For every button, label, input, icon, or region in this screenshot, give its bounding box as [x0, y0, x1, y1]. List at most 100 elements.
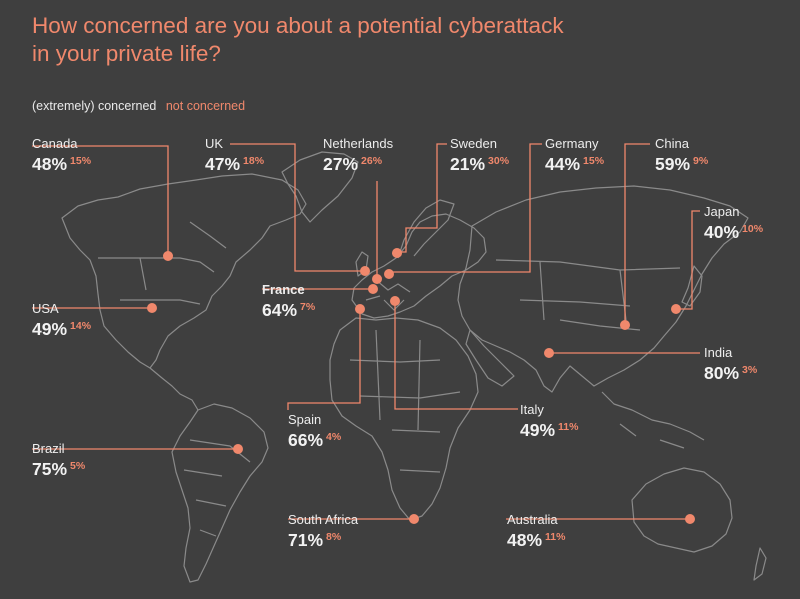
label-india: India 80% 3%	[704, 345, 757, 384]
country-name: Japan	[704, 204, 740, 219]
marker-france	[368, 284, 378, 294]
country-name: France	[262, 282, 305, 297]
asia-borders	[495, 259, 681, 331]
country-name: Australia	[507, 512, 558, 527]
leader-china	[624, 143, 650, 325]
label-uk: UK 47% 18%	[205, 136, 264, 175]
country-name: Canada	[32, 136, 78, 151]
marker-netherlands	[372, 274, 382, 284]
country-name: Germany	[545, 136, 599, 151]
concerned-value: 49%	[32, 319, 68, 339]
marker-germany	[384, 269, 394, 279]
label-netherlands: Netherlands 27% 26%	[323, 136, 393, 175]
marker-china	[620, 320, 630, 330]
marker-sweden	[392, 248, 402, 258]
leader-italy	[394, 301, 518, 410]
legend: (extremely) concerned not concerned	[32, 99, 245, 113]
not-concerned-value: 4%	[326, 431, 342, 443]
concerned-value: 48%	[32, 154, 68, 174]
country-name: South Africa	[288, 512, 359, 527]
canada-borders	[98, 221, 227, 305]
chart-title: How concerned are you about a potential …	[32, 12, 732, 68]
scandinavia-outline	[397, 199, 455, 259]
concerned-value: 21%	[450, 154, 486, 174]
label-usa: USA 49% 14%	[32, 301, 91, 340]
title-line-2: in your private life?	[32, 41, 221, 66]
country-name: Brazil	[32, 441, 65, 456]
legend-concerned: (extremely) concerned	[32, 99, 157, 113]
southeast-asia-outline	[601, 391, 705, 449]
north-america-outline	[61, 173, 307, 369]
not-concerned-value: 15%	[70, 155, 92, 167]
greenland-outline	[281, 151, 359, 223]
arabia-outline	[465, 329, 515, 387]
not-concerned-value: 5%	[70, 460, 86, 472]
not-concerned-value: 10%	[742, 223, 764, 235]
africa-borders	[349, 329, 461, 473]
marker-australia	[685, 514, 695, 524]
australia-outline	[631, 467, 733, 553]
concerned-value: 59%	[655, 154, 691, 174]
country-name: China	[655, 136, 689, 151]
label-china: China 59% 9%	[655, 136, 708, 175]
label-canada: Canada 48% 15%	[32, 136, 91, 175]
leader-canada	[32, 145, 169, 256]
legend-not-concerned: not concerned	[165, 99, 246, 113]
leader-lines	[32, 143, 700, 520]
concerned-value: 44%	[545, 154, 581, 174]
concerned-value: 47%	[205, 154, 241, 174]
not-concerned-value: 18%	[243, 155, 265, 167]
label-south-africa: South Africa 71% 8%	[288, 512, 358, 551]
country-name: Netherlands	[323, 136, 394, 151]
marker-usa	[147, 303, 157, 313]
concerned-value: 48%	[507, 530, 543, 550]
leader-germany	[389, 143, 542, 273]
not-concerned-value: 11%	[558, 421, 579, 433]
concerned-value: 64%	[262, 300, 298, 320]
not-concerned-value: 11%	[545, 531, 566, 543]
not-concerned-value: 14%	[70, 320, 92, 332]
concerned-value: 80%	[704, 363, 740, 383]
europe-outline	[351, 213, 487, 319]
marker-canada	[163, 251, 173, 261]
label-sweden: Sweden 21% 30%	[450, 136, 509, 175]
marker-uk	[360, 266, 370, 276]
not-concerned-value: 7%	[300, 301, 316, 313]
continent-outlines	[61, 151, 767, 583]
not-concerned-value: 15%	[583, 155, 605, 167]
country-markers	[147, 248, 695, 524]
new-zealand-outline	[753, 547, 767, 581]
concerned-value: 49%	[520, 420, 556, 440]
title-line-1: How concerned are you about a potential …	[32, 13, 564, 38]
concerned-value: 40%	[704, 222, 740, 242]
marker-south-africa	[409, 514, 419, 524]
not-concerned-value: 8%	[326, 531, 342, 543]
label-brazil: Brazil 75% 5%	[32, 441, 85, 480]
leader-sweden	[397, 143, 447, 253]
central-america-outline	[149, 367, 199, 411]
not-concerned-value: 26%	[361, 155, 383, 167]
south-america-borders	[183, 439, 251, 537]
country-name: UK	[205, 136, 224, 151]
label-france: France 64% 7%	[262, 282, 315, 321]
marker-brazil	[233, 444, 243, 454]
not-concerned-value: 9%	[693, 155, 709, 167]
label-germany: Germany 44% 15%	[545, 136, 604, 175]
leader-uk	[230, 143, 365, 272]
leader-japan	[676, 210, 700, 310]
not-concerned-value: 3%	[742, 364, 758, 376]
asia-outline	[457, 185, 749, 393]
concerned-value: 75%	[32, 459, 68, 479]
marker-spain	[355, 304, 365, 314]
marker-italy	[390, 296, 400, 306]
concerned-value: 27%	[323, 154, 359, 174]
concerned-value: 66%	[288, 430, 324, 450]
not-concerned-value: 30%	[488, 155, 510, 167]
marker-india	[544, 348, 554, 358]
label-spain: Spain 66% 4%	[288, 412, 341, 451]
africa-outline	[329, 317, 479, 521]
uk-outline	[355, 251, 369, 277]
country-name: India	[704, 345, 733, 360]
country-name: Sweden	[450, 136, 497, 151]
